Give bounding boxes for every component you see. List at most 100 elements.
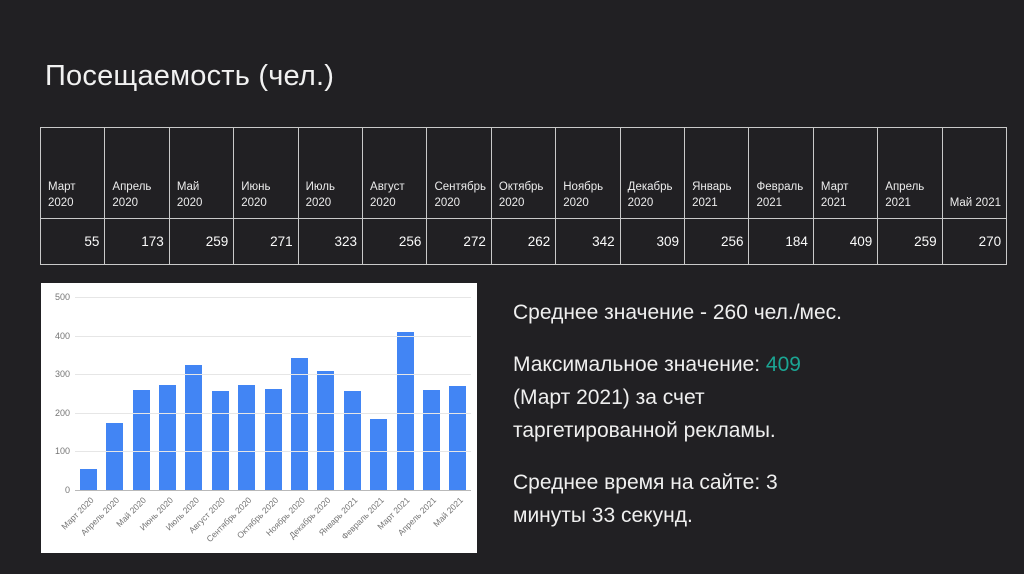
table-column: Сентябрь 2020 272 xyxy=(427,128,492,264)
table-header-cell: Январь 2021 xyxy=(685,128,748,218)
table-column: Февраль 2021 184 xyxy=(749,128,814,264)
table-header-line: 2020 xyxy=(48,197,74,210)
table-header-cell: Март 2021 xyxy=(814,128,877,218)
table-header-line: Сентябрь xyxy=(434,180,486,193)
bar xyxy=(449,385,467,490)
table-header-cell: Апрель 2020 xyxy=(105,128,168,218)
table-header-line: 2020 xyxy=(112,197,138,210)
gridline xyxy=(75,335,471,337)
bar xyxy=(185,365,203,490)
bar-slot xyxy=(181,365,207,490)
table-header-line: Ноябрь xyxy=(563,180,604,193)
table-header-line: 2020 xyxy=(305,197,332,210)
y-axis-label: 0 xyxy=(64,485,70,495)
bar xyxy=(106,423,124,490)
table-header-line: 2021 xyxy=(756,197,783,210)
table-header-line: Февраль xyxy=(756,180,804,193)
note-paragraph: Среднее время на сайте: 3 минуты 33 секун… xyxy=(513,466,943,532)
y-axis-label: 400 xyxy=(54,330,70,341)
table-value-cell: 270 xyxy=(942,218,1007,264)
note-text: минуты 33 секунд. xyxy=(513,504,693,527)
table-header-line: Март xyxy=(48,180,76,193)
table-header-line: 2020 xyxy=(370,197,396,210)
bar xyxy=(238,385,256,490)
table-column: Март 2020 55 xyxy=(41,128,106,264)
table-header-cell: Февраль 2021 xyxy=(749,128,812,218)
table-header-line: 2020 xyxy=(498,197,525,210)
table-column: Декабрь 2020 309 xyxy=(620,128,686,264)
bar-slot xyxy=(207,391,233,490)
bar xyxy=(290,358,308,490)
table-value-cell: 271 xyxy=(234,218,298,264)
table-column: Май 2020 259 xyxy=(169,128,235,264)
table-value-cell: 342 xyxy=(556,218,620,264)
table-header-line: Май xyxy=(176,180,200,193)
bar-slot xyxy=(154,385,180,490)
bar xyxy=(158,385,176,490)
bar-slot xyxy=(233,385,259,490)
bar-slot xyxy=(418,390,444,490)
table-value-cell: 409 xyxy=(813,218,878,264)
bar xyxy=(132,390,150,490)
table-header-cell: Май 2020 xyxy=(170,128,233,218)
bar-slot xyxy=(286,358,312,490)
table-value-cell: 323 xyxy=(298,218,363,264)
gridline xyxy=(75,412,471,414)
table-column: Май 2021 270 xyxy=(942,128,1007,264)
table-header-line: Апрель xyxy=(112,180,152,193)
bar-slot xyxy=(313,370,339,490)
note-paragraph: Максимальное значение: 409 (Март 2021) за… xyxy=(513,348,943,447)
table-column: Апрель 2021 259 xyxy=(878,128,943,264)
y-axis-label: 200 xyxy=(54,407,70,418)
note-line: Среднее время на сайте: 3 xyxy=(513,466,943,499)
note-line: (Март 2021) за счет xyxy=(513,381,943,414)
table-header-cell: Ноябрь 2020 xyxy=(556,128,619,218)
table-value-cell: 256 xyxy=(685,218,749,264)
table-value-cell: 309 xyxy=(620,218,685,264)
table-header-line: 2020 xyxy=(434,197,461,210)
page-title: Посещаемость (чел.) xyxy=(45,60,335,92)
table-column: Июль 2020 323 xyxy=(298,128,364,264)
visits-table: Март 2020 55 Апрель 2020 173 Май 2020 259 Июнь 202… xyxy=(40,127,1007,265)
table-column: Октябрь 2020 262 xyxy=(491,128,557,264)
note-text: Среднее время на сайте: 3 xyxy=(513,471,778,494)
bar xyxy=(343,391,361,490)
table-column: Июнь 2020 271 xyxy=(234,128,299,264)
table-header-line: 2021 xyxy=(885,197,911,210)
note-text: (Март 2021) за счет xyxy=(513,386,705,409)
bar-slot xyxy=(128,390,154,490)
bar xyxy=(211,391,229,490)
chart-bars xyxy=(75,297,471,490)
bar xyxy=(317,370,335,490)
bar xyxy=(264,388,282,490)
bar-slot xyxy=(365,418,391,490)
table-header-line: Май 2021 xyxy=(949,197,1001,210)
table-header-line: Июнь xyxy=(241,180,271,193)
table-header-cell: Июль 2020 xyxy=(299,128,362,218)
bar xyxy=(79,468,97,490)
accent-value: 409 xyxy=(765,353,801,376)
table-header-cell: Май 2021 xyxy=(943,128,1006,218)
table-value-cell: 55 xyxy=(41,218,105,264)
bar xyxy=(422,390,440,490)
note-text: Максимальное значение: xyxy=(513,353,766,376)
bar-slot xyxy=(75,468,101,490)
note-text: таргетированной рекламы. xyxy=(513,419,776,442)
y-axis-label: 100 xyxy=(54,446,70,457)
bar-slot xyxy=(260,388,286,490)
table-column: Апрель 2020 173 xyxy=(105,128,170,264)
x-axis-line xyxy=(75,490,471,491)
table-header-line: 2021 xyxy=(692,197,718,210)
table-header-cell: Декабрь 2020 xyxy=(621,128,684,218)
note-paragraph: Среднее значение - 260 чел./мес. xyxy=(513,296,943,329)
gridline xyxy=(75,451,471,453)
gridline xyxy=(75,297,471,298)
bar-slot xyxy=(101,423,127,490)
table-column: Январь 2021 256 xyxy=(685,128,750,264)
table-header-line: 2020 xyxy=(627,197,654,210)
table-value-cell: 272 xyxy=(427,218,491,264)
table-header-line: 2021 xyxy=(820,197,847,210)
gridline xyxy=(75,374,471,376)
table-value-cell: 256 xyxy=(363,218,427,264)
